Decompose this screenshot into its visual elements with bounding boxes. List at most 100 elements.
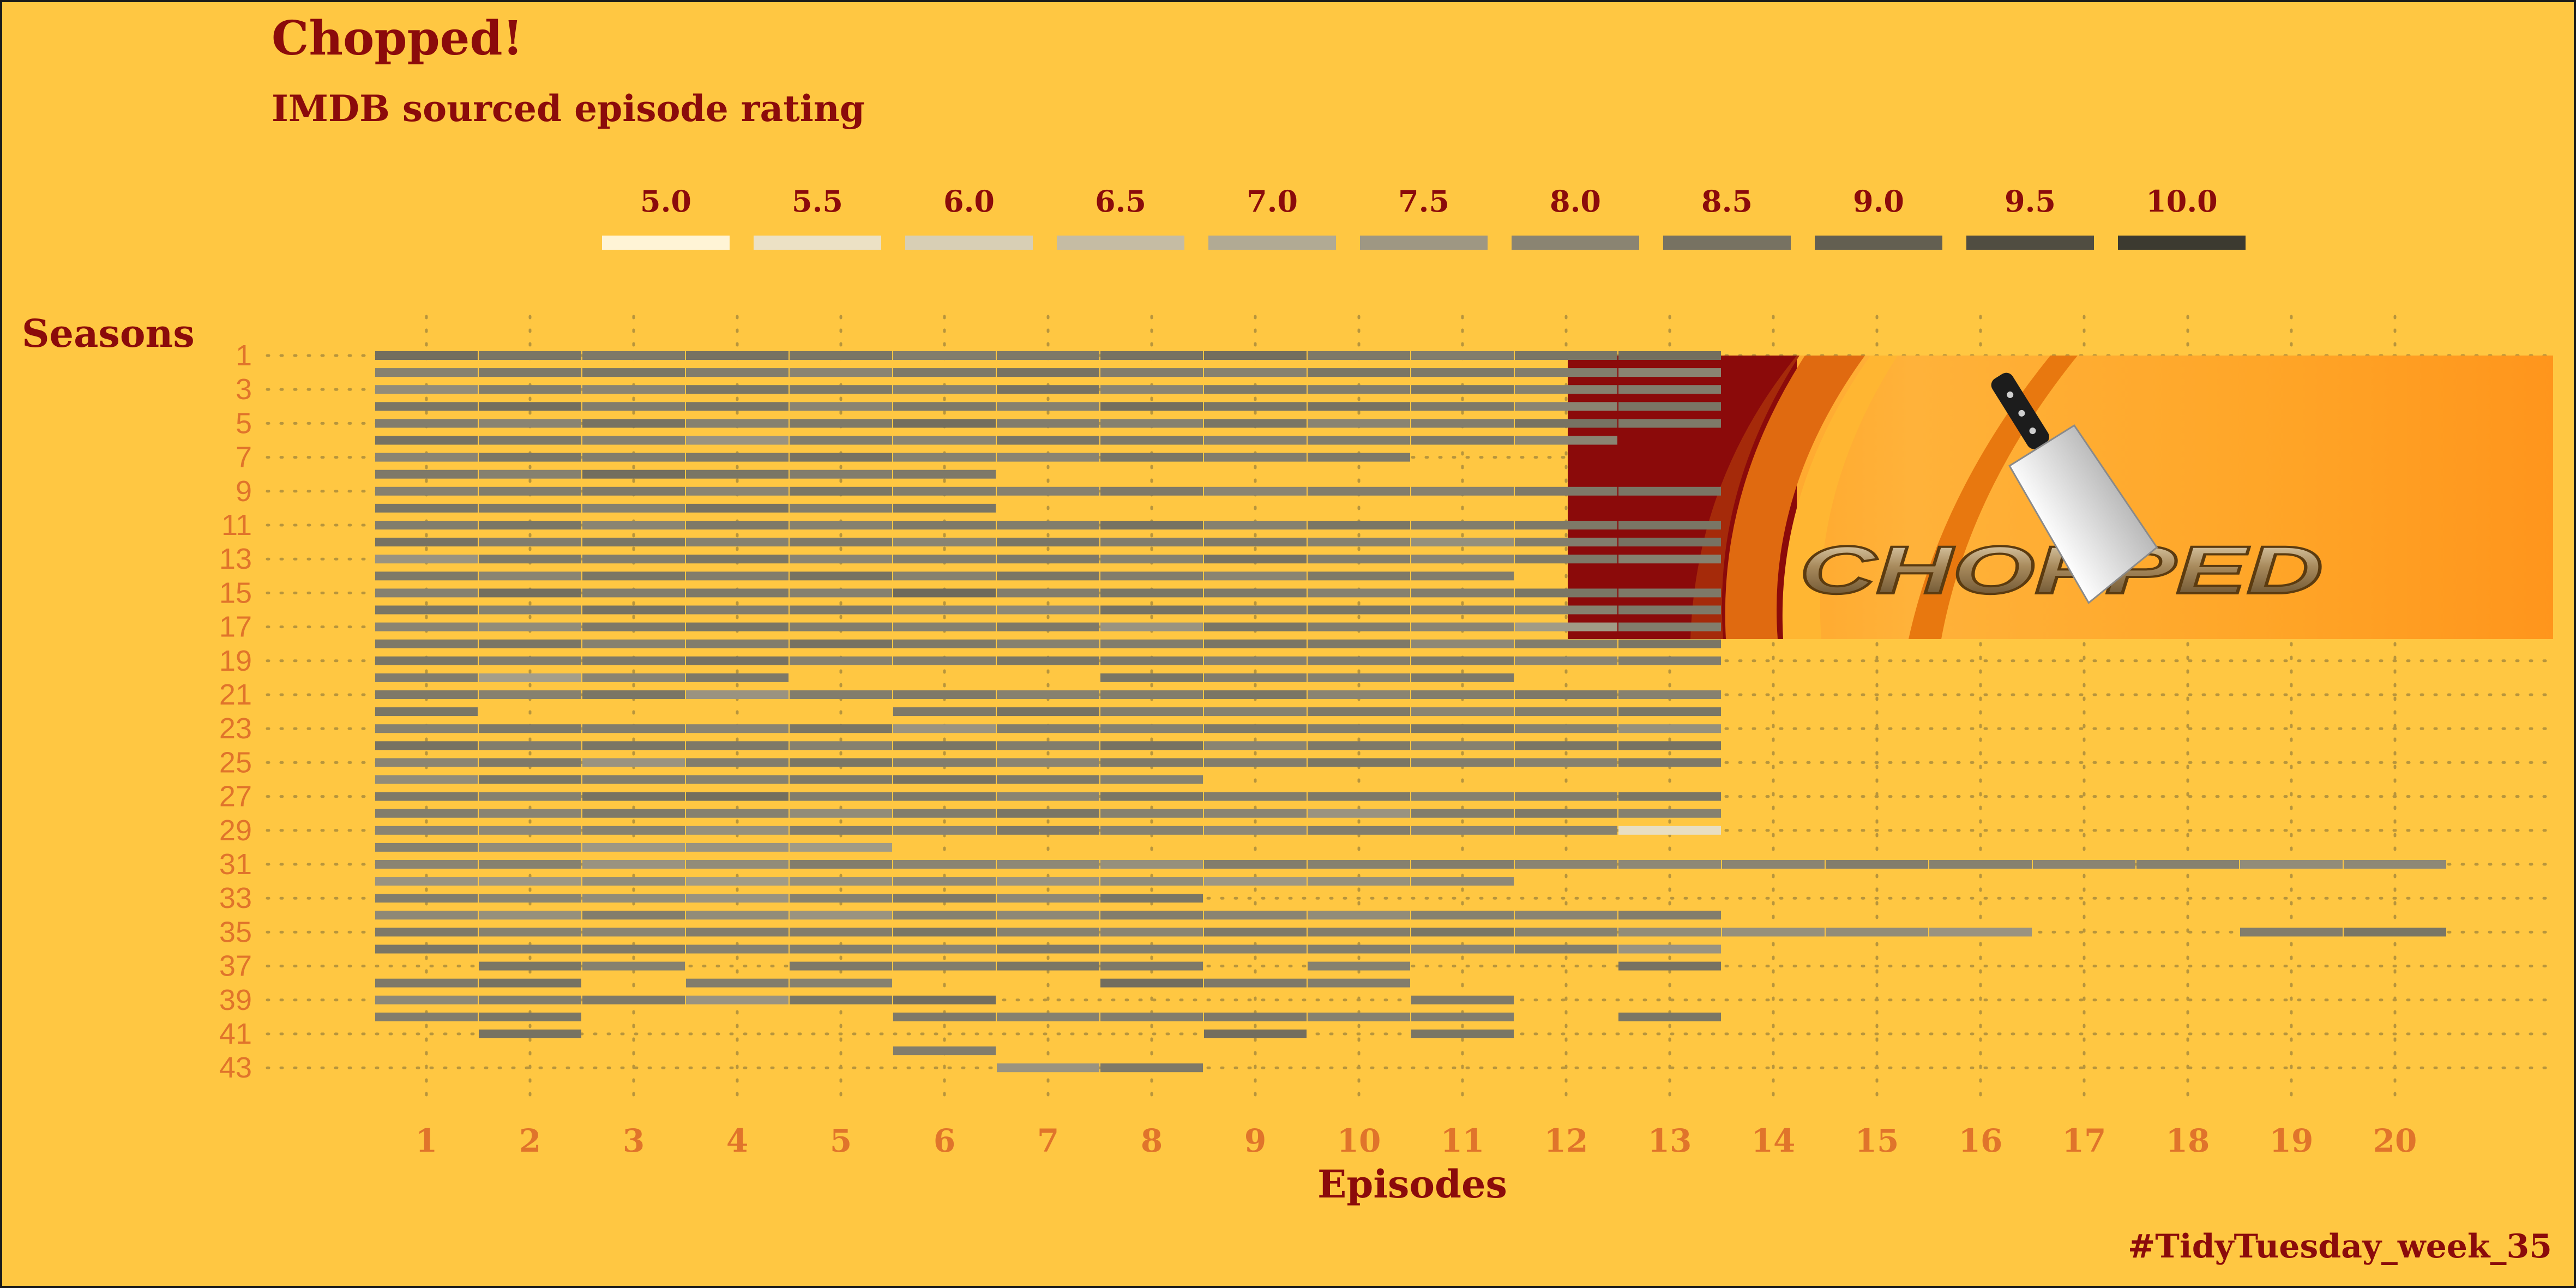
rating-bar: [1308, 555, 1410, 564]
rating-bar: [1618, 351, 1721, 360]
logo-swoosh-right: [1909, 356, 2078, 639]
rating-bar: [479, 521, 581, 529]
rating-bar: [1204, 588, 1307, 598]
rating-bar: [790, 521, 892, 529]
rating-bar: [1204, 385, 1307, 394]
rating-bar: [582, 503, 685, 513]
rating-bar: [686, 588, 789, 598]
rating-bar: [1204, 622, 1307, 631]
rating-bar: [686, 928, 789, 937]
rating-bar: [479, 385, 581, 394]
rating-bar: [1929, 928, 2032, 937]
rating-bar: [686, 538, 789, 547]
rating-bar: [1411, 741, 1514, 750]
rating-bar: [1100, 741, 1203, 750]
rating-bar: [790, 961, 892, 971]
rating-bar: [893, 385, 996, 394]
rating-bar: [1515, 690, 1617, 699]
rating-bar: [582, 622, 685, 631]
rating-bar: [375, 826, 478, 835]
y-tick-label: 9: [236, 475, 252, 508]
rating-bar: [1411, 385, 1514, 394]
rating-bar: [1515, 538, 1617, 547]
rating-bar: [375, 775, 478, 784]
x-tick-label: 16: [1959, 1122, 2003, 1159]
rating-bar: [686, 758, 789, 767]
rating-bar: [1515, 911, 1617, 920]
rating-bar: [375, 911, 478, 920]
rating-bar: [375, 673, 478, 682]
rating-bar: [582, 690, 685, 699]
rating-bar: [893, 538, 996, 547]
legend-label: 7.0: [1247, 184, 1298, 219]
y-tick-label: 13: [219, 543, 252, 575]
rating-bar: [1515, 419, 1617, 428]
rating-bar: [1100, 724, 1203, 733]
rating-bar: [582, 961, 685, 971]
rating-bar: [1618, 605, 1721, 615]
x-tick-label: 12: [1544, 1122, 1588, 1159]
legend-swatch: [1512, 236, 1639, 250]
rating-bar: [997, 707, 1099, 717]
rating-bar: [2136, 860, 2239, 869]
rating-bar: [1722, 928, 1825, 937]
rating-bar: [1308, 724, 1410, 733]
legend-swatch: [1663, 236, 1791, 250]
legend-label: 5.5: [792, 184, 843, 219]
rating-bar: [790, 605, 892, 615]
rating-bar: [790, 453, 892, 462]
rating-bar: [582, 453, 685, 462]
y-tick-label: 35: [219, 916, 252, 948]
rating-bar: [479, 928, 581, 937]
rating-bar: [1308, 792, 1410, 801]
rating-bar: [686, 842, 789, 852]
rating-bar: [893, 1012, 996, 1021]
rating-bar: [1826, 928, 1928, 937]
rating-bar: [582, 758, 685, 767]
rating-bar: [479, 453, 581, 462]
rating-bar: [582, 775, 685, 784]
rating-bar: [997, 809, 1099, 818]
rating-bar: [1411, 521, 1514, 529]
rating-bar: [582, 402, 685, 411]
rating-bar: [1308, 944, 1410, 954]
rating-bar: [686, 351, 789, 360]
rating-bar: [375, 368, 478, 377]
rating-bar: [479, 470, 581, 479]
rating-bar: [686, 792, 789, 801]
rating-bar: [1308, 486, 1410, 496]
rating-bar: [790, 622, 892, 631]
rating-bar: [582, 860, 685, 869]
legend-swatch: [905, 236, 1033, 250]
rating-bar: [1204, 351, 1307, 360]
rating-bar: [479, 724, 581, 733]
rating-bar: [1618, 707, 1721, 717]
rating-bar: [2240, 928, 2343, 937]
rating-bar: [1308, 978, 1410, 988]
rating-bar: [479, 911, 581, 920]
rating-bar: [1308, 826, 1410, 835]
rating-bar: [582, 486, 685, 496]
rating-bar: [1100, 961, 1203, 971]
legend-label: 8.0: [1550, 184, 1601, 219]
rating-bar: [997, 486, 1099, 496]
rating-bar: [893, 419, 996, 428]
rating-bar: [790, 639, 892, 648]
rating-bar: [479, 486, 581, 496]
x-tick-label: 19: [2270, 1122, 2314, 1159]
cleaver-icon: [1991, 372, 2158, 604]
rating-bar: [997, 538, 1099, 547]
rating-bar: [686, 741, 789, 750]
rating-bar: [1515, 928, 1617, 937]
rating-bar: [582, 639, 685, 648]
rating-bar: [1411, 555, 1514, 564]
rating-bar: [1618, 944, 1721, 954]
rating-bar: [1515, 385, 1617, 394]
rating-bar: [1204, 877, 1307, 886]
y-tick-label: 37: [219, 950, 252, 983]
rating-bar: [479, 368, 581, 377]
rating-bar: [1100, 707, 1203, 717]
rating-bar: [375, 758, 478, 767]
rating-bar: [1618, 809, 1721, 818]
rating-bar: [997, 758, 1099, 767]
